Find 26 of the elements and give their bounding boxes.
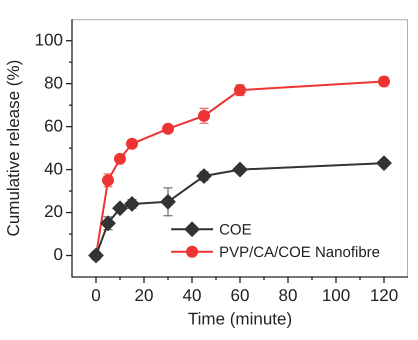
point [160, 194, 176, 210]
y-tick-label: 80 [44, 73, 63, 92]
y-tick-label: 100 [34, 30, 63, 50]
legend-label: COE [219, 221, 252, 238]
x-tick-label: 80 [278, 286, 298, 305]
y-tick-label: 20 [44, 202, 63, 222]
x-tick-label: 120 [370, 286, 398, 305]
x-tick-label: 20 [134, 286, 154, 305]
point [198, 110, 210, 122]
x-axis-title: Time (minute) [188, 309, 292, 328]
x-tick-label: 100 [322, 286, 350, 305]
x-tick-label: 60 [230, 286, 250, 305]
legend-label: PVP/CA/COE Nanofibre [219, 244, 380, 261]
x-tick-label: 0 [91, 286, 101, 305]
y-tick-label: 0 [54, 245, 63, 264]
point [196, 168, 212, 184]
point [112, 200, 128, 216]
point [124, 196, 140, 212]
point [114, 152, 126, 165]
y-tick-label: 60 [44, 116, 63, 136]
y-tick-label: 40 [44, 159, 63, 178]
point [232, 162, 248, 178]
x-tick-label: 40 [182, 286, 202, 305]
point [162, 122, 174, 135]
point [126, 138, 138, 150]
y-axis-title: Cumulative release (%) [4, 60, 23, 236]
